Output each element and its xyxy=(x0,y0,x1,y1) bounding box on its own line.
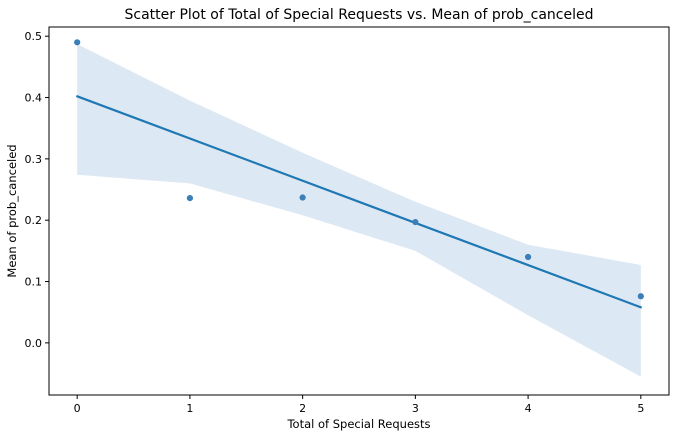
confidence-band xyxy=(77,44,641,377)
data-point xyxy=(299,194,306,201)
axes: 0 1 2 3 4 5 0.0 0.1 0.2 0.3 0.4 0.5 xyxy=(25,26,670,415)
x-tick-label: 1 xyxy=(186,402,193,415)
y-tick-label: 0.2 xyxy=(25,214,43,227)
regression-line xyxy=(76,95,642,309)
chart-title: Scatter Plot of Total of Special Request… xyxy=(125,7,594,23)
data-point xyxy=(74,39,81,46)
data-point xyxy=(637,293,644,300)
y-axis-label: Mean of prob_canceled xyxy=(5,144,19,277)
x-tick-label: 2 xyxy=(299,402,306,415)
y-tick-label: 0.5 xyxy=(25,30,43,43)
y-axis-ticks: 0.0 0.1 0.2 0.3 0.4 0.5 xyxy=(25,30,49,350)
plot-area xyxy=(74,39,644,377)
x-tick-label: 3 xyxy=(412,402,419,415)
x-tick-label: 0 xyxy=(74,402,81,415)
data-points xyxy=(74,39,644,300)
y-tick-label: 0.4 xyxy=(25,92,43,105)
data-point xyxy=(186,195,194,202)
axes-frame xyxy=(48,26,670,396)
data-point xyxy=(524,253,532,261)
y-tick-label: 0.1 xyxy=(25,276,43,289)
x-axis-label: Total of Special Requests xyxy=(286,417,430,431)
y-tick-label: 0.0 xyxy=(25,337,43,350)
x-axis-ticks: 0 1 2 3 4 5 xyxy=(74,395,644,415)
data-point xyxy=(412,218,419,226)
x-tick-label: 5 xyxy=(637,402,644,415)
x-tick-label: 4 xyxy=(525,402,532,415)
y-tick-label: 0.3 xyxy=(25,153,43,166)
